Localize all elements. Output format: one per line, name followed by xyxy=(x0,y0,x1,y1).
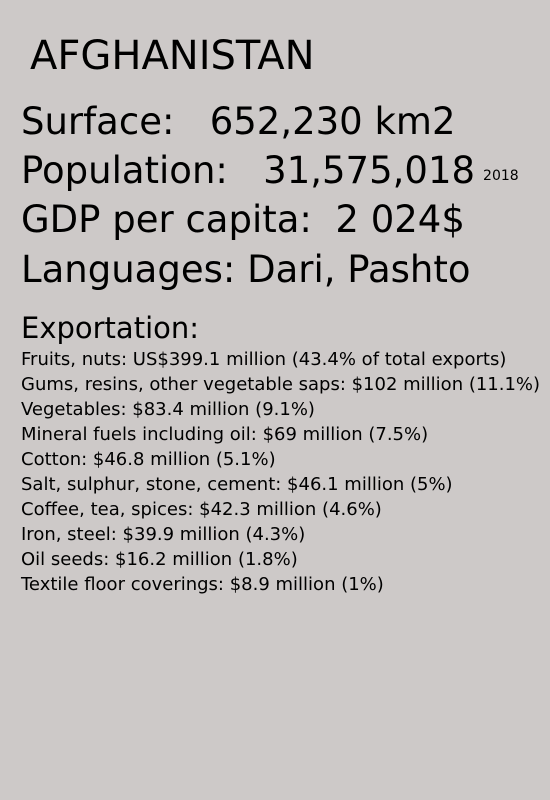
gdp-row: GDP per capita: 2 024$ xyxy=(21,198,465,242)
languages-label: Languages: xyxy=(21,248,236,291)
languages-row: Languages: Dari, Pashto xyxy=(21,248,470,292)
export-item: Vegetables: $83.4 million (9.1%) xyxy=(21,399,315,420)
export-item: Mineral fuels including oil: $69 million… xyxy=(21,424,429,445)
export-item: Cotton: $46.8 million (5.1%) xyxy=(21,449,276,470)
population-label: Population: xyxy=(21,149,228,192)
country-name: AFGHANISTAN xyxy=(30,33,315,79)
gdp-value: 2 024$ xyxy=(335,198,465,241)
population-year: 2018 xyxy=(483,167,519,184)
export-item: Textile floor coverings: $8.9 million (1… xyxy=(21,574,384,595)
surface-row: Surface: 652,230 km2 xyxy=(21,100,456,144)
exports-heading: Exportation: xyxy=(21,311,200,345)
exports-list: Fruits, nuts: US$399.1 million (43.4% of… xyxy=(21,347,541,597)
languages-value: Dari, Pashto xyxy=(247,248,471,291)
export-item: Salt, sulphur, stone, cement: $46.1 mill… xyxy=(21,474,453,495)
export-item: Gums, resins, other vegetable saps: $102… xyxy=(21,374,541,395)
export-item: Coffee, tea, spices: $42.3 million (4.6%… xyxy=(21,499,382,520)
surface-label: Surface: xyxy=(21,100,175,143)
export-item: Fruits, nuts: US$399.1 million (43.4% of… xyxy=(21,349,507,370)
export-item: Iron, steel: $39.9 million (4.3%) xyxy=(21,524,306,545)
gdp-label: GDP per capita: xyxy=(21,198,312,241)
population-row: Population: 31,575,018 2018 xyxy=(21,149,519,198)
export-item: Oil seeds: $16.2 million (1.8%) xyxy=(21,549,298,570)
population-value: 31,575,018 xyxy=(263,149,476,192)
surface-value: 652,230 km2 xyxy=(209,100,456,143)
